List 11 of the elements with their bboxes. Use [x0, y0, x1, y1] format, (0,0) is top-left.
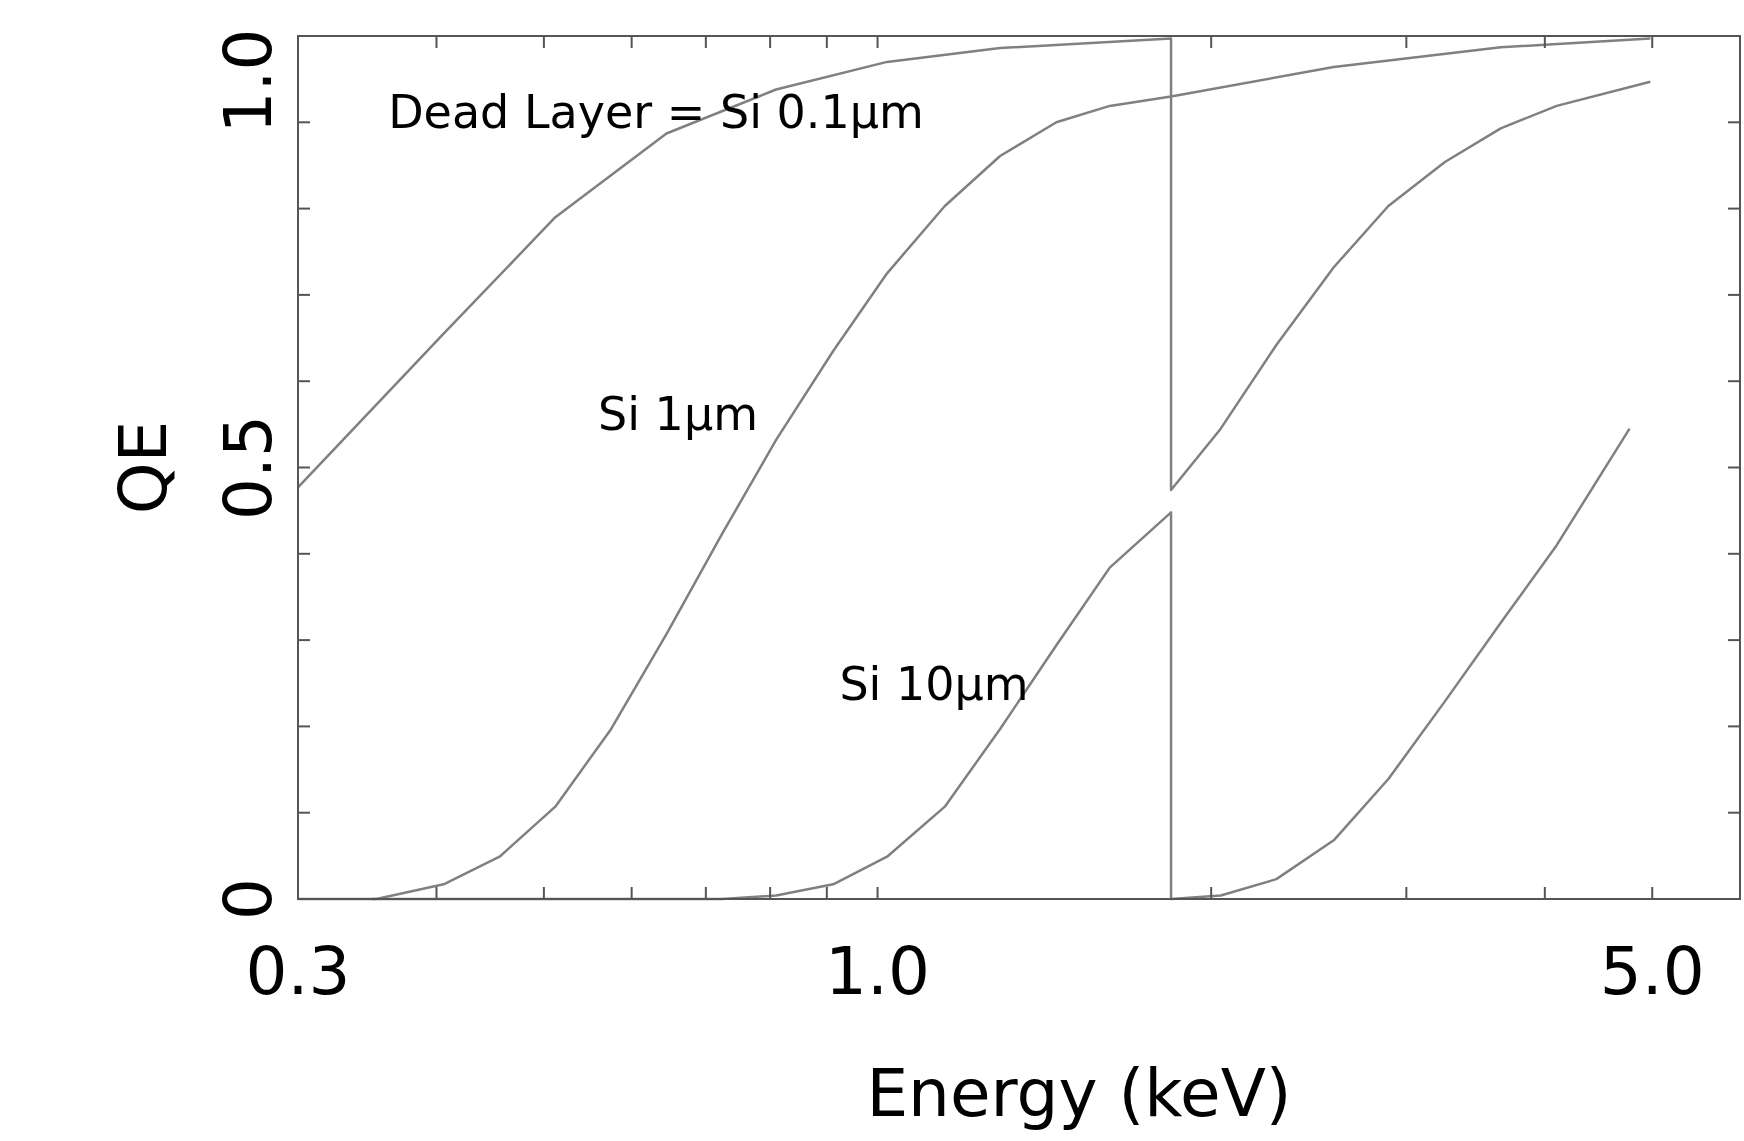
- x-tick-label: 0.3: [245, 933, 351, 1010]
- annotation: Si 1µm: [598, 386, 758, 441]
- y-tick-label: 0.5: [210, 415, 288, 520]
- y-tick-label: 1.0: [210, 28, 288, 134]
- x-axis-title: Energy (keV): [866, 1055, 1292, 1132]
- x-tick-label: 1.0: [825, 933, 931, 1010]
- y-tick-label: 0: [210, 878, 288, 920]
- y-axis-title: QE: [105, 420, 183, 515]
- x-tick-label: 5.0: [1599, 933, 1705, 1010]
- annotation: Dead Layer = Si 0.1µm: [388, 84, 924, 139]
- annotation: Si 10µm: [839, 656, 1029, 711]
